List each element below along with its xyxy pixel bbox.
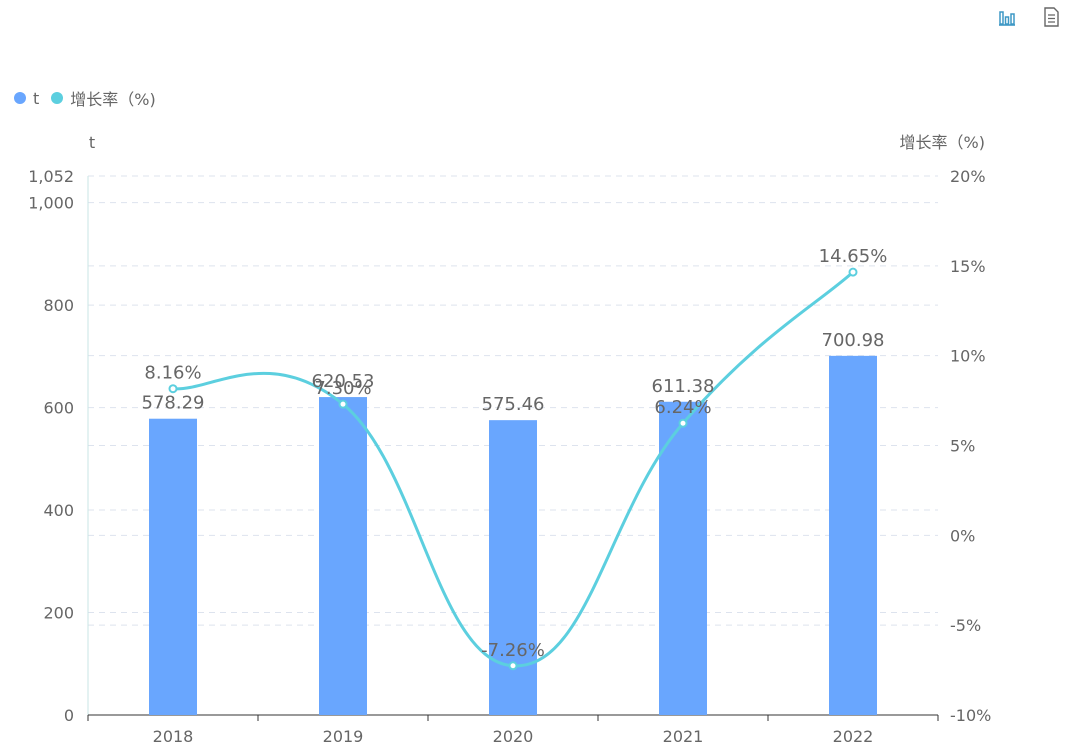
y-left-tick-label: 800 [43, 296, 74, 315]
bar-chart-icon[interactable] [996, 6, 1018, 28]
x-tick-label: 2019 [323, 727, 364, 746]
x-tick-label: 2022 [833, 727, 874, 746]
toolbox [996, 6, 1062, 28]
y-right-tick-label: -5% [950, 616, 981, 635]
legend-marker-t [14, 92, 26, 104]
growth-rate-point [508, 661, 518, 671]
grid-layer [88, 175, 938, 626]
legend-label-growth-rate: 增长率（%) [70, 90, 156, 109]
y-left-tick-label: 200 [43, 604, 74, 623]
legend-item-t[interactable]: t [14, 89, 39, 108]
y-right-tick-label: 20% [950, 167, 986, 186]
right-axis-title: 增长率（%) [900, 133, 985, 152]
bar-value-label: 578.29 [142, 393, 205, 414]
growth-rate-label: 8.16% [144, 363, 201, 384]
line-layer [168, 267, 858, 671]
bar [319, 397, 367, 715]
y-right-tick-label: 5% [950, 437, 975, 456]
growth-rate-label: -7.26% [481, 640, 545, 661]
y-left-tick-label: 400 [43, 501, 74, 520]
legend: t 增长率（%) [14, 86, 156, 110]
bar-value-label: 620.53 [312, 371, 375, 392]
x-tick-label: 2018 [153, 727, 194, 746]
growth-rate-label: 6.24% [654, 397, 711, 418]
axis-layer: 0 200 400 600 800 1,000 1,052 -10% -5% 0% 5% 10% 15%… [28, 167, 991, 746]
bar-value-label: 700.98 [822, 330, 885, 351]
bar [489, 420, 537, 715]
legend-label-t: t [33, 88, 40, 108]
growth-rate-label: 7.30% [314, 378, 371, 399]
data-view-icon[interactable] [1040, 6, 1062, 28]
y-left-tick-label: 1,000 [28, 194, 74, 213]
y-right-tick-label: -10% [950, 706, 991, 725]
bar-layer [149, 355, 877, 715]
growth-rate-point [848, 267, 858, 277]
y-right-tick-label: 0% [950, 526, 975, 545]
x-tick-label: 2021 [663, 727, 704, 746]
bar-value-label: 611.38 [652, 376, 715, 397]
legend-marker-growth-rate [51, 92, 64, 104]
x-tick-label: 2020 [493, 727, 534, 746]
left-axis-title: t [89, 133, 95, 152]
growth-rate-point [338, 399, 348, 409]
growth-rate-point [678, 418, 688, 428]
y-left-tick-label: 600 [43, 399, 74, 418]
y-right-tick-label: 15% [950, 257, 986, 276]
bar [659, 401, 707, 715]
bar [829, 355, 877, 715]
y-left-tick-label: 0 [64, 706, 74, 725]
growth-rate-point [168, 384, 178, 394]
y-left-tick-label: 1,052 [28, 167, 74, 186]
growth-rate-label: 14.65% [819, 246, 888, 267]
y-right-tick-label: 10% [950, 347, 986, 366]
bar [149, 418, 197, 715]
bar-value-label: 575.46 [482, 394, 545, 415]
legend-item-growth-rate[interactable]: 增长率（%) [51, 86, 156, 110]
label-layer: 578.29 620.53 575.46 611.38 700.98 8.16% 7.30%… [142, 246, 888, 661]
